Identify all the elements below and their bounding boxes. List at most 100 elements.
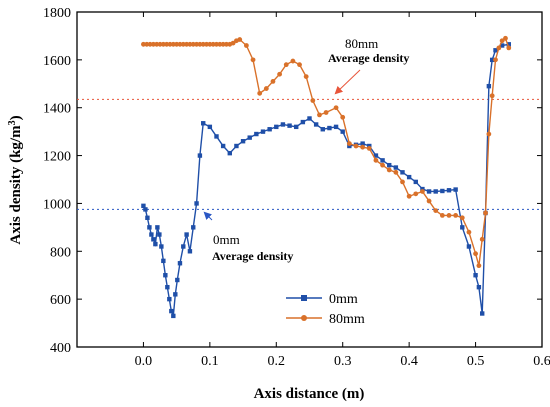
data-point xyxy=(184,232,189,237)
series-layer xyxy=(141,35,512,319)
data-point xyxy=(144,41,150,47)
data-point xyxy=(254,131,259,137)
data-point xyxy=(420,189,425,194)
data-point xyxy=(413,191,419,197)
x-tick-label: 0.6 xyxy=(533,354,550,369)
data-point xyxy=(147,225,152,230)
annotation-0mm-sublabel: Average density xyxy=(212,249,293,263)
data-point xyxy=(147,41,153,47)
x-axis: 0.0 0.1 0.2 0.3 0.4 0.5 0.6 xyxy=(135,12,550,369)
data-point xyxy=(333,105,339,111)
data-point xyxy=(473,273,478,278)
data-point xyxy=(157,232,162,237)
data-point xyxy=(493,57,498,63)
data-point xyxy=(197,41,203,47)
data-point xyxy=(150,41,156,47)
data-point xyxy=(250,57,256,63)
data-point xyxy=(154,41,160,47)
data-point xyxy=(323,110,329,115)
data-point xyxy=(174,41,180,47)
data-point xyxy=(204,41,209,47)
data-point xyxy=(440,188,445,194)
data-point xyxy=(476,284,482,290)
y-axis-title-sup: 3 xyxy=(7,120,18,125)
data-point xyxy=(340,129,345,134)
data-point xyxy=(217,41,223,47)
data-point xyxy=(187,41,193,47)
data-point xyxy=(197,153,203,158)
data-point xyxy=(393,169,399,175)
data-point xyxy=(466,244,472,249)
series-80mm xyxy=(141,35,512,269)
data-point xyxy=(214,134,219,139)
data-point xyxy=(263,86,269,91)
data-point xyxy=(499,43,505,48)
data-point xyxy=(177,261,183,266)
x-tick-label: 0.0 xyxy=(135,354,153,369)
x-tick-label: 0.3 xyxy=(334,354,352,369)
data-point xyxy=(187,249,193,254)
legend-label-0mm: 0mm xyxy=(329,292,358,307)
data-point xyxy=(171,313,176,319)
data-point xyxy=(201,121,206,126)
data-point xyxy=(313,122,319,127)
data-point xyxy=(141,41,146,47)
data-point xyxy=(373,153,379,158)
legend-marker-0mm xyxy=(301,295,307,301)
data-point xyxy=(247,135,252,140)
data-point xyxy=(506,42,511,47)
data-point xyxy=(400,179,405,185)
data-point xyxy=(479,236,485,242)
data-point xyxy=(480,311,485,316)
annotation-80mm-arrow xyxy=(334,69,361,95)
series-0mm xyxy=(141,42,511,319)
x-axis-title: Axis distance (m) xyxy=(254,386,365,402)
data-point xyxy=(446,188,452,193)
y-tick-label: 1000 xyxy=(43,197,71,212)
data-point xyxy=(191,225,196,230)
data-point xyxy=(173,292,178,297)
annotation-80mm-sublabel: Average density xyxy=(328,51,409,65)
data-point xyxy=(426,198,432,204)
data-point xyxy=(230,40,236,46)
data-point xyxy=(237,37,243,42)
y-tick-label: 600 xyxy=(50,293,71,308)
data-point xyxy=(164,41,170,47)
data-point xyxy=(257,90,263,96)
data-point xyxy=(277,71,283,77)
data-point xyxy=(141,203,146,209)
data-point xyxy=(340,114,346,120)
data-point xyxy=(194,41,199,47)
data-point xyxy=(406,193,412,199)
data-point xyxy=(297,62,302,68)
data-point xyxy=(145,215,150,220)
data-point xyxy=(294,124,299,130)
data-point xyxy=(181,244,186,249)
y-tick-label: 800 xyxy=(50,245,71,260)
data-point xyxy=(184,41,190,47)
data-point xyxy=(493,48,498,53)
annotation-80mm: 80mm Average density xyxy=(328,36,409,95)
data-point xyxy=(243,43,249,48)
data-point xyxy=(170,41,176,47)
data-point xyxy=(446,212,452,218)
y-axis-title-close: ) xyxy=(8,115,24,120)
y-tick-label: 1800 xyxy=(43,6,71,21)
data-point xyxy=(207,41,213,47)
legend: 0mm 80mm xyxy=(286,292,365,327)
data-point xyxy=(483,210,488,216)
series-line xyxy=(143,37,510,266)
data-point xyxy=(175,277,180,283)
data-point xyxy=(360,141,365,146)
data-point xyxy=(270,78,276,84)
data-point xyxy=(224,41,229,47)
data-point xyxy=(373,157,379,163)
x-tick-label: 0.4 xyxy=(400,354,418,369)
y-tick-label: 1200 xyxy=(43,150,71,165)
annotation-0mm-label: 0mm xyxy=(213,232,240,247)
data-point xyxy=(200,41,206,47)
data-point xyxy=(439,212,445,218)
y-axis-title: Axis density (kg/m3) xyxy=(7,115,25,244)
data-point xyxy=(283,62,289,68)
